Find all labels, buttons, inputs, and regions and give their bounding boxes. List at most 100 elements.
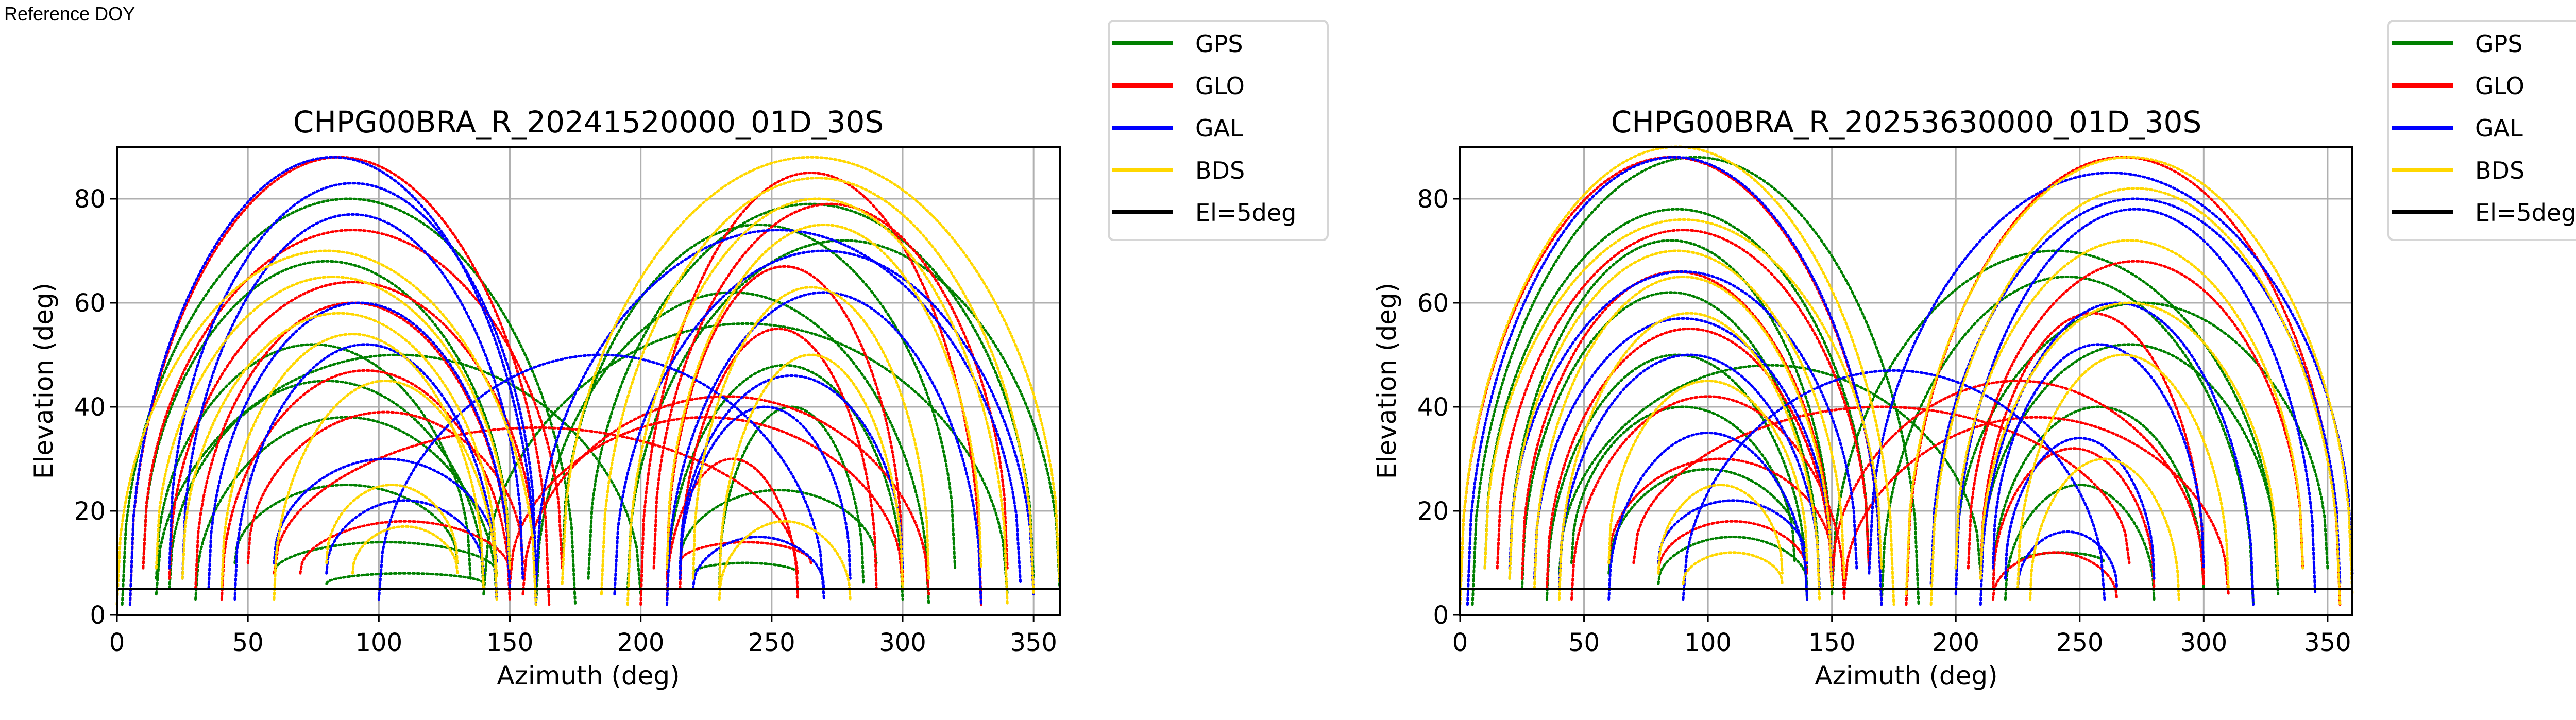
legend-label: BDS (2475, 157, 2524, 184)
satellite-track (534, 229, 1022, 585)
axes-frame (1459, 146, 2353, 616)
satellite-track (1632, 405, 2131, 564)
satellite-track (652, 202, 1009, 570)
x-tick-label: 350 (2304, 628, 2351, 657)
satellite-track (1607, 432, 1809, 601)
satellite-track (1979, 301, 2280, 580)
satellite-track (1483, 218, 1883, 570)
chart-title: CHPG00BRA_R_20241520000_01D_30S (293, 105, 884, 140)
series-gal (1466, 156, 2354, 606)
satellite-track (691, 536, 825, 590)
satellite-track (1557, 312, 1821, 601)
satellite-track (155, 343, 472, 580)
x-tick-label: 50 (232, 628, 264, 657)
satellite-track (325, 484, 459, 564)
satellite-track (666, 291, 982, 606)
satellite-track (1607, 457, 1834, 564)
x-tick-label: 150 (1808, 628, 1856, 657)
series-bds (1459, 145, 2354, 606)
satellite-track (1682, 369, 2106, 601)
series-bds (115, 156, 1061, 606)
satellite-track (626, 197, 1009, 606)
x-axis-label: Azimuth (deg) (497, 661, 680, 691)
legend-label: GLO (1195, 72, 1245, 100)
satellite-track (233, 343, 498, 601)
x-tick-label: 350 (1010, 628, 1057, 657)
satellite-track (1682, 551, 1784, 585)
satellite-track (691, 286, 930, 580)
y-tick-label: 80 (1417, 185, 1449, 214)
y-tick-label: 80 (74, 185, 106, 214)
plot-area (1460, 147, 2352, 615)
legend: GPS GLO GAL BDS El=5deg (2387, 20, 2576, 241)
chart-title: CHPG00BRA_R_20253630000_01D_30S (1611, 105, 2202, 140)
satellite-track (121, 197, 577, 606)
satellite-track (351, 525, 459, 575)
satellite-track (679, 374, 904, 570)
satellite-track (207, 301, 511, 590)
satellite-track (155, 275, 511, 570)
satellite-track (666, 265, 904, 580)
y-tick-label: 60 (1417, 289, 1449, 318)
satellite-track (600, 177, 1035, 596)
satellite-track (613, 249, 1035, 596)
satellite-track (181, 213, 524, 580)
satellite-track (1868, 171, 2354, 575)
satellite-track (1954, 208, 2317, 596)
series-gal (128, 156, 1035, 606)
satellite-track (679, 541, 812, 564)
legend: GPS GLO GAL BDS El=5deg (1108, 20, 1329, 241)
satellite-track (1991, 551, 2119, 601)
satellite-track (2016, 353, 2230, 590)
y-axis-label: Elevation (deg) (1372, 283, 1402, 479)
legend-label: GAL (1195, 114, 1243, 142)
y-tick-label: 60 (74, 289, 106, 318)
satellite-track (1471, 156, 1920, 606)
x-tick-label: 100 (1684, 628, 1732, 657)
y-tick-label: 40 (74, 393, 106, 422)
legend-box (2387, 20, 2576, 241)
satellite-track (194, 416, 498, 601)
x-tick-label: 0 (1452, 628, 1468, 657)
legend-label: El=5deg (1195, 199, 1296, 227)
satellite-track (1483, 208, 1871, 570)
satellite-track (1545, 327, 1834, 590)
chart-2: 0 50 100 150 200 250 300 350 0 20 40 60 80 CHPG00BRA_… (1372, 20, 2576, 691)
satellite-track (1967, 260, 2304, 570)
satellite-track (155, 353, 642, 596)
axes-frame (116, 146, 1061, 616)
satellite-track (1954, 239, 2304, 570)
series-gps (1471, 156, 2329, 606)
satellite-track (1657, 520, 1809, 575)
satellite-track (1979, 343, 2280, 580)
legend-box (1108, 20, 1329, 241)
satellite-track (626, 239, 1061, 590)
satellite-track (1533, 275, 1834, 590)
satellite-track (1843, 416, 2230, 596)
satellite-track (1991, 405, 2205, 590)
x-tick-label: 250 (2056, 628, 2104, 657)
y-tick-label: 0 (90, 601, 106, 630)
satellite-track (325, 499, 485, 575)
chart-1: 0 50 100 150 200 250 300 350 0 20 40 60 80 CHPG00BRA_… (29, 20, 1329, 691)
satellite-track (299, 520, 511, 575)
legend-label: GLO (2475, 72, 2524, 100)
satellite-track (220, 333, 485, 590)
satellite-track (1557, 353, 1821, 590)
satellite-track (2004, 484, 2156, 601)
satellite-track (1657, 484, 1784, 575)
satellite-track (1657, 536, 1809, 585)
satellite-track (561, 156, 1061, 585)
x-tick-label: 250 (748, 628, 795, 657)
satellite-track (1466, 156, 1883, 606)
satellite-track (1607, 468, 1809, 575)
satellite-track (2029, 457, 2180, 601)
satellite-track (273, 457, 498, 564)
x-tick-label: 300 (879, 628, 926, 657)
satellite-track (691, 561, 800, 575)
y-tick-label: 40 (1417, 393, 1449, 422)
legend-label: BDS (1195, 157, 1245, 184)
legend-label: El=5deg (2475, 199, 2576, 227)
x-tick-label: 300 (2180, 628, 2228, 657)
